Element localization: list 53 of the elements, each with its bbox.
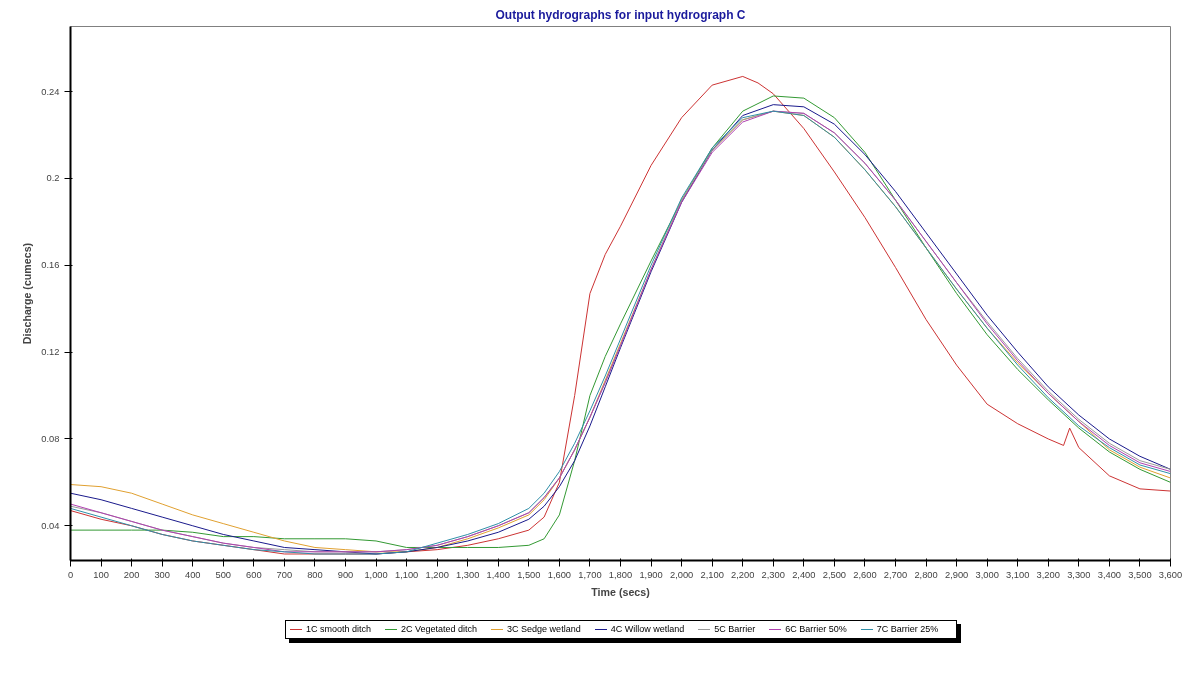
legend-label: 5C Barrier [713, 623, 756, 636]
x-tick-label: 1,600 [547, 569, 572, 580]
x-tick-label: 1,100 [394, 569, 419, 580]
x-tick-label: 200 [123, 569, 140, 580]
x-tick-label: 3,000 [975, 569, 999, 580]
x-tick-label: 2,500 [822, 569, 847, 580]
x-tick-label: 2,700 [883, 569, 908, 580]
x-tick-label: 1,500 [517, 569, 541, 580]
x-tick-label: 700 [276, 569, 293, 580]
x-tick-label: 300 [154, 569, 170, 580]
x-tick-label: 1,700 [578, 569, 602, 580]
y-tick-label: 0.16 [41, 260, 60, 271]
y-tick-label: 0.24 [41, 86, 60, 97]
y-tick-label: 0.2 [46, 173, 60, 184]
x-tick-label: 800 [307, 569, 323, 580]
y-tick-label: 0.08 [41, 433, 60, 444]
x-tick-label: 2,300 [761, 569, 785, 580]
y-axis-title: Discharge (cumecs) [21, 242, 34, 345]
x-axis-title: Time (secs) [591, 585, 651, 598]
x-tick-label: 1,400 [486, 569, 510, 580]
x-tick-label: 2,600 [853, 569, 877, 580]
x-tick-label: 2,900 [944, 569, 969, 580]
x-tick-label: 2,800 [914, 569, 938, 580]
chart-title: Output hydrographs for input hydrograph C [495, 7, 746, 22]
legend-label: 3C Sedge wetland [506, 623, 581, 636]
x-tick-label: 3,500 [1128, 569, 1152, 580]
x-tick-label: 400 [184, 569, 201, 580]
legend-label: 2C Vegetated ditch [400, 623, 478, 636]
x-tick-label: 1,300 [456, 569, 480, 580]
x-tick-label: 1,000 [364, 569, 388, 580]
x-tick-label: 1,900 [639, 569, 663, 580]
legend-label: 4C Willow wetland [609, 623, 685, 636]
x-tick-label: 900 [337, 569, 354, 580]
x-tick-label: 100 [93, 569, 109, 580]
y-tick-label: 0.12 [41, 347, 60, 358]
x-tick-label: 2,400 [792, 569, 816, 580]
x-tick-label: 500 [215, 569, 232, 580]
x-tick-label: 3,600 [1158, 569, 1183, 580]
x-tick-label: 3,400 [1097, 569, 1122, 580]
x-tick-label: 0 [67, 569, 74, 580]
x-tick-label: 2,100 [700, 569, 724, 580]
legend-label: 1C smooth ditch [305, 623, 372, 636]
x-tick-label: 600 [246, 569, 262, 580]
x-tick-label: 1,200 [425, 569, 449, 580]
x-tick-label: 1,800 [608, 569, 633, 580]
x-tick-label: 2,200 [731, 569, 755, 580]
legend-label: 7C Barrier 25% [875, 623, 939, 636]
legend-label: 6C Barrier 50% [784, 623, 847, 636]
x-tick-label: 3,100 [1006, 569, 1030, 580]
x-tick-label: 3,300 [1067, 569, 1091, 580]
x-tick-label: 2,000 [669, 569, 694, 580]
y-tick-label: 0.04 [41, 520, 60, 531]
x-tick-label: 3,200 [1036, 569, 1060, 580]
